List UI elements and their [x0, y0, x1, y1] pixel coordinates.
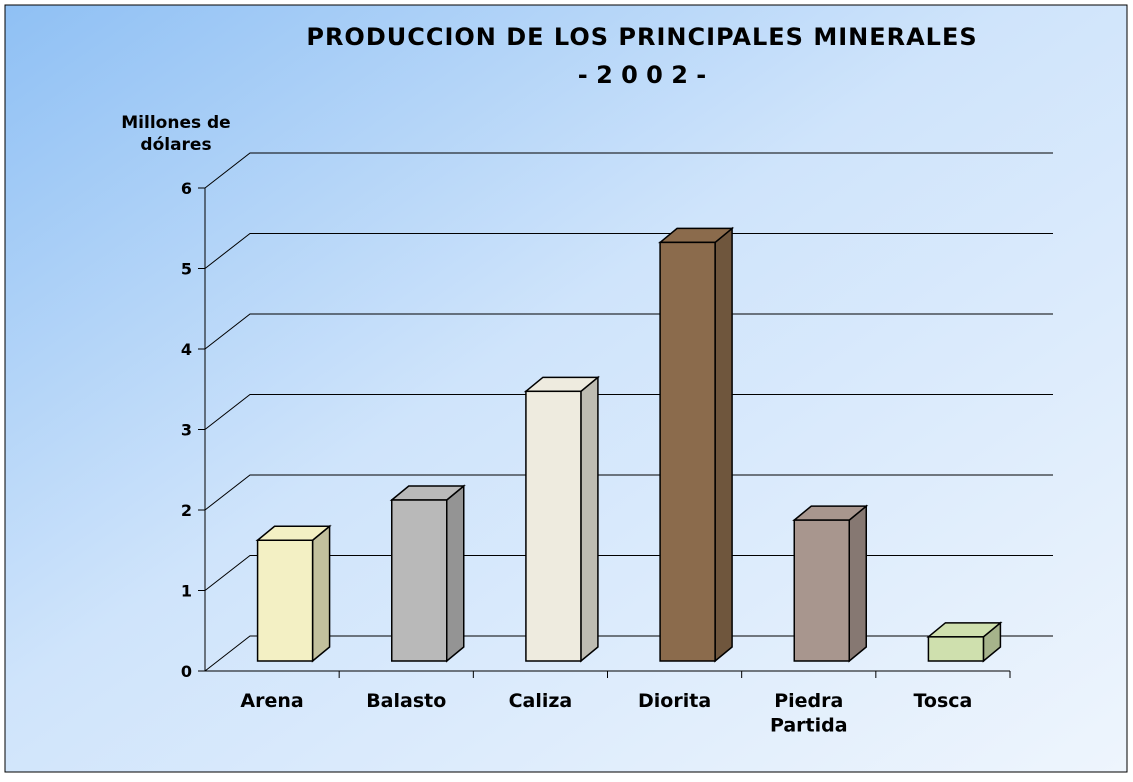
bar-side: [714, 226, 733, 663]
y-axis-label: Millones de dólares: [121, 113, 230, 155]
x-tick-label: Piedra Partida: [770, 690, 848, 737]
bar: [256, 539, 314, 662]
x-tick-label: Arena: [240, 690, 303, 712]
grid-line: [204, 474, 1053, 511]
x-tick-label: Caliza: [509, 690, 573, 712]
bar-side: [848, 504, 867, 663]
y-tick-label: 1: [181, 582, 192, 601]
x-tick-label: Diorita: [638, 690, 711, 712]
y-tick-label: 2: [181, 501, 192, 520]
bar-side: [311, 524, 331, 663]
bar: [525, 390, 582, 662]
bar: [391, 499, 448, 662]
y-tick-label: 0: [181, 662, 192, 681]
bar: [659, 241, 716, 662]
grid-line: [204, 233, 1053, 269]
grid-line: [204, 635, 1053, 672]
grid-line: [204, 555, 1053, 591]
chart-title: PRODUCCION DE LOS PRINCIPALES MINERALES: [306, 23, 977, 51]
bar-side: [580, 375, 599, 663]
grid-line: [204, 152, 1053, 189]
y-tick-label: 4: [181, 340, 192, 359]
x-tick-label: Balasto: [366, 690, 446, 712]
bar: [793, 519, 850, 662]
y-tick-label: 3: [181, 421, 192, 440]
grid-line: [204, 394, 1053, 430]
chart-subtitle: - 2 0 0 2 -: [578, 61, 707, 89]
grid-line: [204, 313, 1053, 350]
x-tick-label: Tosca: [913, 690, 972, 712]
y-tick-label: 5: [181, 260, 192, 279]
bar-side: [446, 484, 465, 663]
y-tick-label: 6: [181, 179, 192, 198]
bar: [927, 636, 985, 662]
